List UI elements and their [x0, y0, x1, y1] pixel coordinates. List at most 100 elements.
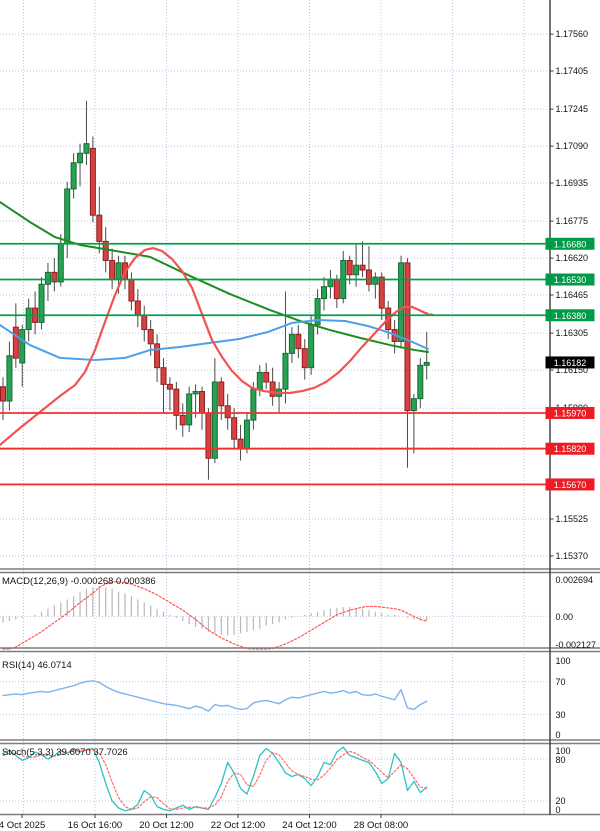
bear-candle: [147, 329, 154, 345]
bear-candle: [263, 371, 270, 383]
bear-candle: [102, 240, 109, 261]
svg-text:1.15820: 1.15820: [554, 444, 587, 454]
bear-candle: [231, 417, 238, 440]
bear-candle: [0, 386, 6, 402]
bull-candle: [256, 371, 263, 390]
bear-candle: [224, 405, 231, 419]
svg-text:1.17405: 1.17405: [556, 66, 589, 76]
svg-text:22 Oct 12:00: 22 Oct 12:00: [211, 820, 265, 831]
ma-blue-line: [0, 319, 429, 362]
bear-candle: [154, 343, 161, 369]
svg-text:1.17560: 1.17560: [556, 29, 589, 39]
svg-text:1.15370: 1.15370: [556, 551, 589, 561]
svg-text:0: 0: [556, 730, 561, 740]
bear-candle: [269, 381, 276, 397]
svg-text:1.16380: 1.16380: [554, 311, 587, 321]
bear-candle: [205, 412, 212, 459]
bear-candle: [160, 367, 167, 385]
svg-text:1.16305: 1.16305: [556, 328, 589, 338]
svg-text:1.16775: 1.16775: [556, 216, 589, 226]
stoch-k-line: [2, 746, 428, 812]
bull-candle: [308, 324, 315, 369]
bull-candle: [314, 298, 321, 326]
svg-text:0.002694: 0.002694: [556, 575, 594, 585]
svg-text:1.16465: 1.16465: [556, 290, 589, 300]
bull-candle: [44, 271, 51, 285]
svg-text:1.17090: 1.17090: [556, 141, 589, 151]
candles-layer: [0, 100, 430, 480]
bear-candle: [333, 279, 340, 300]
price-badge-1.16380: [545, 309, 595, 322]
macd-signal-line: [2, 581, 428, 650]
bull-candle: [6, 355, 13, 402]
time-axis: 4 Oct 2025 16 Oct 16:00 20 Oct 12:00 22 Oct…: [0, 814, 408, 831]
svg-text:100: 100: [556, 746, 571, 756]
bear-candle: [301, 348, 308, 369]
svg-text:0: 0: [556, 805, 561, 815]
ma-green-line: [0, 201, 429, 353]
bear-candle: [128, 279, 135, 302]
bull-candle: [423, 361, 430, 366]
svg-text:1.16182: 1.16182: [554, 358, 587, 368]
svg-text:20: 20: [556, 796, 566, 806]
bull-candle: [192, 391, 199, 395]
svg-text:-0.002127: -0.002127: [556, 640, 597, 650]
bull-candle: [77, 152, 84, 164]
bear-candle: [378, 276, 385, 309]
price-level-badges: 1.16680 1.16530 1.16380 1.15970 1.15820 1.156…: [545, 237, 595, 491]
bear-candle: [109, 259, 116, 281]
bear-candle: [141, 314, 148, 331]
price-badge-1.16182: [545, 356, 595, 369]
bull-candle: [372, 276, 379, 285]
svg-text:4 Oct 2025: 4 Oct 2025: [0, 820, 45, 831]
svg-text:1.16680: 1.16680: [554, 239, 587, 249]
bull-candle: [417, 364, 424, 400]
bull-candle: [410, 398, 417, 412]
bear-candle: [404, 262, 411, 412]
bear-candle: [365, 269, 372, 285]
svg-text:1.16620: 1.16620: [556, 253, 589, 263]
bull-candle: [186, 393, 193, 426]
bull-candle: [243, 419, 250, 450]
bull-candle: [38, 283, 45, 323]
panel-separators: [0, 568, 600, 816]
stoch-d-line: [2, 749, 428, 811]
svg-text:1.17245: 1.17245: [556, 104, 589, 114]
bull-candle: [57, 243, 64, 283]
bull-candle: [327, 279, 334, 288]
svg-text:20 Oct 12:00: 20 Oct 12:00: [139, 820, 193, 831]
price-badge-1.16530: [545, 273, 595, 286]
svg-text:16 Oct 16:00: 16 Oct 16:00: [68, 820, 122, 831]
bull-candle: [64, 188, 71, 245]
svg-text:1.15525: 1.15525: [556, 514, 589, 524]
grid: [0, 0, 550, 815]
bull-candle: [115, 262, 122, 281]
bull-candle: [398, 262, 405, 342]
bear-candle: [295, 333, 302, 350]
price-badge-1.15820: [545, 442, 595, 455]
level-lines: [0, 242, 550, 486]
rsi-indicator-label: RSI(14) 46.0714: [2, 660, 72, 671]
svg-text:1.15670: 1.15670: [554, 480, 587, 490]
bear-candle: [89, 147, 96, 216]
svg-text:30: 30: [556, 710, 566, 720]
bull-candle: [70, 162, 77, 190]
bear-candle: [359, 264, 366, 271]
svg-text:0.00: 0.00: [556, 612, 574, 622]
bear-candle: [96, 214, 103, 242]
bear-candle: [134, 300, 141, 316]
svg-text:1.16150: 1.16150: [556, 365, 589, 375]
macd-indicator-label: MACD(12,26,9) -0.000268 0.000386: [2, 576, 156, 587]
stochastic-indicator-label: Stoch(5,3,3) 39.6070 37.7026: [2, 747, 128, 758]
svg-text:100: 100: [556, 656, 571, 666]
svg-text:24 Oct 12:00: 24 Oct 12:00: [282, 820, 336, 831]
bear-candle: [237, 438, 244, 450]
bull-candle: [288, 333, 295, 354]
bull-candle: [83, 143, 90, 154]
bull-candle: [321, 286, 327, 300]
bear-candle: [218, 381, 225, 407]
bear-candle: [173, 388, 180, 416]
